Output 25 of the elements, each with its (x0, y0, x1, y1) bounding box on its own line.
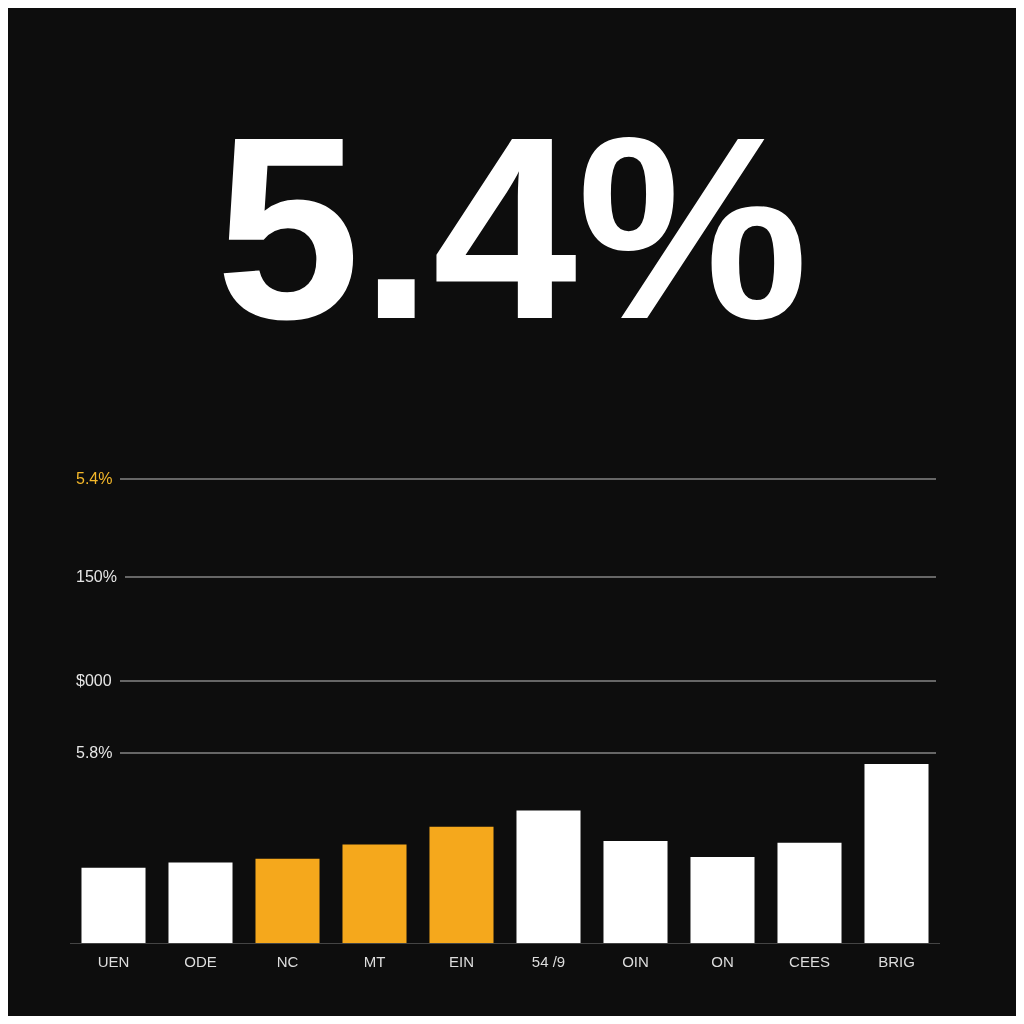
text: 150% (76, 568, 117, 586)
text: 5.4% (76, 470, 113, 488)
x-tick-label: UEN (97, 953, 130, 971)
chart-title: 5.4% (214, 83, 810, 373)
bar (690, 857, 755, 943)
x-tick-label: CEES (789, 953, 830, 971)
x-tick-label: NC (276, 953, 299, 971)
text: $000 (76, 672, 112, 690)
x-tick-label: ODE (184, 953, 217, 971)
bar (429, 826, 494, 943)
x-tick-label: BRIG (878, 953, 915, 971)
text: 5.8% (76, 744, 113, 762)
x-tick-label: 54 /9 (531, 953, 566, 971)
bar (864, 764, 929, 943)
bar (777, 842, 842, 943)
x-tick-label: MT (363, 953, 386, 971)
bar (255, 858, 320, 943)
x-tick-label: OIN (622, 953, 649, 971)
bar (81, 867, 146, 943)
x-tick-label: EIN (448, 953, 475, 971)
x-tick-label: ON (711, 953, 734, 971)
bar (603, 840, 668, 943)
bar (168, 862, 233, 943)
bar (516, 810, 581, 943)
bar (342, 844, 407, 943)
